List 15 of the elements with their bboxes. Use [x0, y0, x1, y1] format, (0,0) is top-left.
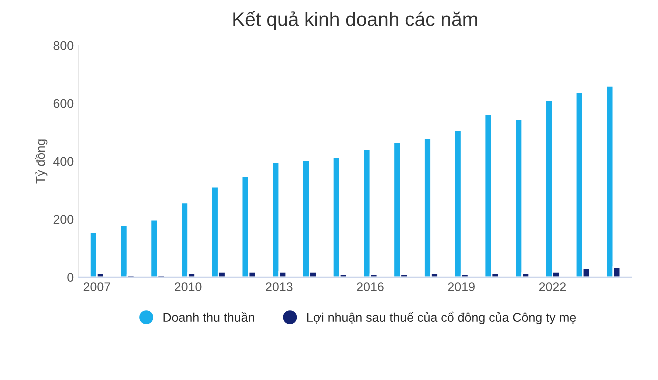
x-tick-label: 2010 [175, 282, 202, 292]
chart-title: Kết quả kinh doanh các năm [234, 11, 478, 30]
y-tick-label: 0 [68, 273, 74, 282]
legend-label: Doanh thu thuần [164, 312, 254, 322]
legend-label: Lợi nhuận sau thuế của cổ đông của Công ty mẹ [307, 312, 576, 325]
x-tick-label: 2016 [357, 282, 384, 292]
y-tick-label: 800 [54, 41, 74, 50]
x-tick-label: 2019 [448, 282, 475, 292]
y-tick-label: 200 [54, 215, 74, 224]
y-axis-title: Tỷ đồng [35, 140, 48, 184]
x-tick-label: 2013 [266, 282, 293, 292]
x-tick-label: 2022 [539, 282, 566, 292]
x-tick-label: 2007 [84, 282, 110, 292]
y-tick-label: 600 [54, 99, 74, 108]
y-tick-label: 400 [54, 157, 74, 166]
